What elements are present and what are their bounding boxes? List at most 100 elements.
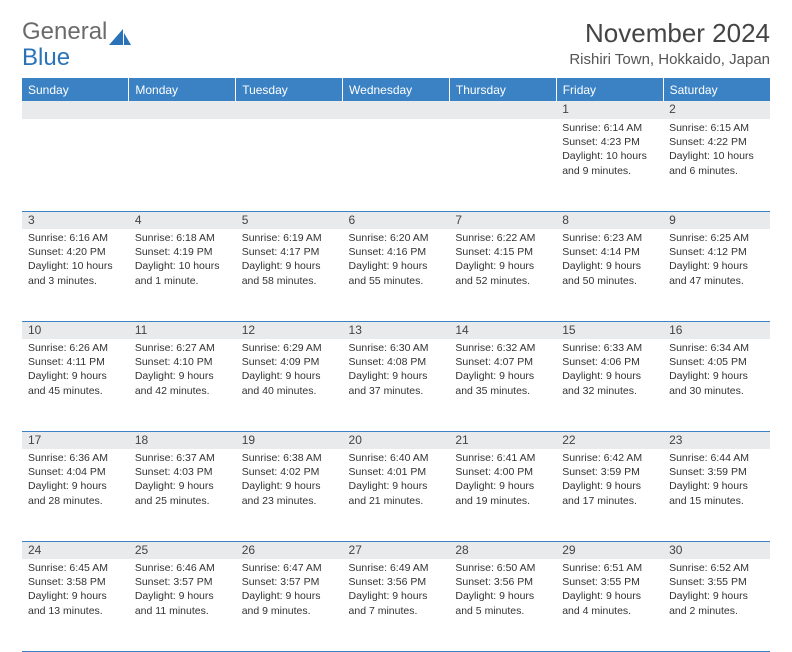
brand-line2: Blue [22, 44, 70, 72]
day-number-cell: 3 [22, 211, 129, 229]
daylight-text: Daylight: 9 hours and 17 minutes. [562, 479, 657, 507]
sunset-text: Sunset: 4:19 PM [135, 245, 230, 259]
day-cell: Sunrise: 6:50 AMSunset: 3:56 PMDaylight:… [449, 559, 556, 651]
day-number-cell: 10 [22, 321, 129, 339]
location-label: Rishiri Town, Hokkaido, Japan [569, 51, 770, 68]
day-number-cell: 7 [449, 211, 556, 229]
day-content: Sunrise: 6:41 AMSunset: 4:00 PMDaylight:… [449, 449, 556, 512]
week-row: Sunrise: 6:16 AMSunset: 4:20 PM Daylight:… [22, 229, 770, 321]
day-number-cell: 24 [22, 541, 129, 559]
col-sunday: Sunday [22, 79, 129, 102]
daylight-text: Daylight: 9 hours and 5 minutes. [455, 589, 550, 617]
daylight-text: Daylight: 10 hours and 9 minutes. [562, 149, 657, 177]
day-number-cell: 16 [663, 321, 770, 339]
day-number-cell: 27 [343, 541, 450, 559]
day-number-cell: 22 [556, 431, 663, 449]
day-number-cell [129, 101, 236, 119]
daylight-text: Daylight: 9 hours and 42 minutes. [135, 369, 230, 397]
sunrise-text: Sunrise: 6:16 AM [28, 231, 123, 245]
day-number-cell: 18 [129, 431, 236, 449]
day-content: Sunrise: 6:36 AMSunset: 4:04 PMDaylight:… [22, 449, 129, 512]
sunrise-text: Sunrise: 6:41 AM [455, 451, 550, 465]
daylight-text: Daylight: 9 hours and 50 minutes. [562, 259, 657, 287]
day-content: Sunrise: 6:45 AMSunset: 3:58 PMDaylight:… [22, 559, 129, 622]
sunset-text: Sunset: 3:55 PM [669, 575, 764, 589]
daylight-text: Daylight: 9 hours and 2 minutes. [669, 589, 764, 617]
sunset-text: Sunset: 4:06 PM [562, 355, 657, 369]
day-number-cell [236, 101, 343, 119]
sunset-text: Sunset: 4:17 PM [242, 245, 337, 259]
daylight-text: Daylight: 9 hours and 19 minutes. [455, 479, 550, 507]
day-cell: Sunrise: 6:26 AMSunset: 4:11 PMDaylight:… [22, 339, 129, 431]
daylight-text: Daylight: 9 hours and 30 minutes. [669, 369, 764, 397]
col-monday: Monday [129, 79, 236, 102]
day-number-cell: 2 [663, 101, 770, 119]
daynum-row: 24252627282930 [22, 541, 770, 559]
sunrise-text: Sunrise: 6:38 AM [242, 451, 337, 465]
day-cell: Sunrise: 6:34 AMSunset: 4:05 PMDaylight:… [663, 339, 770, 431]
daylight-text: Daylight: 9 hours and 52 minutes. [455, 259, 550, 287]
day-number-cell: 9 [663, 211, 770, 229]
day-cell [22, 119, 129, 211]
sunset-text: Sunset: 3:59 PM [562, 465, 657, 479]
day-cell: Sunrise: 6:44 AMSunset: 3:59 PMDaylight:… [663, 449, 770, 541]
day-content: Sunrise: 6:46 AMSunset: 3:57 PMDaylight:… [129, 559, 236, 622]
daynum-row: 3456789 [22, 211, 770, 229]
sunrise-text: Sunrise: 6:29 AM [242, 341, 337, 355]
day-cell: Sunrise: 6:46 AMSunset: 3:57 PMDaylight:… [129, 559, 236, 651]
day-content: Sunrise: 6:44 AMSunset: 3:59 PMDaylight:… [663, 449, 770, 512]
daylight-text: Daylight: 9 hours and 23 minutes. [242, 479, 337, 507]
daynum-row: 12 [22, 101, 770, 119]
sunset-text: Sunset: 4:07 PM [455, 355, 550, 369]
week-row: Sunrise: 6:26 AMSunset: 4:11 PMDaylight:… [22, 339, 770, 431]
day-cell: Sunrise: 6:23 AMSunset: 4:14 PMDaylight:… [556, 229, 663, 321]
sunrise-text: Sunrise: 6:26 AM [28, 341, 123, 355]
day-cell [236, 119, 343, 211]
sunset-text: Sunset: 3:56 PM [455, 575, 550, 589]
sunrise-text: Sunrise: 6:32 AM [455, 341, 550, 355]
sunrise-text: Sunrise: 6:19 AM [242, 231, 337, 245]
day-number-cell: 14 [449, 321, 556, 339]
day-content: Sunrise: 6:42 AMSunset: 3:59 PMDaylight:… [556, 449, 663, 512]
day-content: Sunrise: 6:29 AMSunset: 4:09 PMDaylight:… [236, 339, 343, 402]
day-header-row: Sunday Monday Tuesday Wednesday Thursday… [22, 79, 770, 102]
day-number-cell [343, 101, 450, 119]
sunset-text: Sunset: 4:14 PM [562, 245, 657, 259]
day-number-cell: 25 [129, 541, 236, 559]
day-cell: Sunrise: 6:33 AMSunset: 4:06 PMDaylight:… [556, 339, 663, 431]
day-content: Sunrise: 6:18 AMSunset: 4:19 PMDaylight:… [129, 229, 236, 292]
day-content: Sunrise: 6:37 AMSunset: 4:03 PMDaylight:… [129, 449, 236, 512]
daylight-text: Daylight: 9 hours and 15 minutes. [669, 479, 764, 507]
sunset-text: Sunset: 4:10 PM [135, 355, 230, 369]
day-number-cell: 21 [449, 431, 556, 449]
day-cell: Sunrise: 6:47 AMSunset: 3:57 PMDaylight:… [236, 559, 343, 651]
day-content: Sunrise: 6:30 AMSunset: 4:08 PMDaylight:… [343, 339, 450, 402]
daylight-text: Daylight: 9 hours and 4 minutes. [562, 589, 657, 617]
day-number-cell: 19 [236, 431, 343, 449]
sunrise-text: Sunrise: 6:50 AM [455, 561, 550, 575]
sunrise-text: Sunrise: 6:14 AM [562, 121, 657, 135]
day-cell: Sunrise: 6:20 AMSunset: 4:16 PMDaylight:… [343, 229, 450, 321]
week-row: Sunrise: 6:14 AMSunset: 4:23 PMDaylight:… [22, 119, 770, 211]
day-number-cell [449, 101, 556, 119]
sunset-text: Sunset: 4:15 PM [455, 245, 550, 259]
sunrise-text: Sunrise: 6:34 AM [669, 341, 764, 355]
day-number-cell: 12 [236, 321, 343, 339]
day-cell: Sunrise: 6:14 AMSunset: 4:23 PMDaylight:… [556, 119, 663, 211]
page-header: General November 2024 Rishiri Town, Hokk… [22, 18, 770, 68]
sunset-text: Sunset: 4:04 PM [28, 465, 123, 479]
calendar-table: Sunday Monday Tuesday Wednesday Thursday… [22, 78, 770, 652]
day-content: Sunrise: 6:23 AMSunset: 4:14 PMDaylight:… [556, 229, 663, 292]
day-content: Sunrise: 6:50 AMSunset: 3:56 PMDaylight:… [449, 559, 556, 622]
day-cell: Sunrise: 6:15 AMSunset: 4:22 PMDaylight:… [663, 119, 770, 211]
sunset-text: Sunset: 3:57 PM [135, 575, 230, 589]
sunset-text: Sunset: 4:20 PM [28, 245, 123, 259]
day-cell: Sunrise: 6:37 AMSunset: 4:03 PMDaylight:… [129, 449, 236, 541]
day-content: Sunrise: 6:52 AMSunset: 3:55 PMDaylight:… [663, 559, 770, 622]
sail-icon [109, 24, 131, 40]
sunrise-text: Sunrise: 6:27 AM [135, 341, 230, 355]
day-number-cell: 29 [556, 541, 663, 559]
col-saturday: Saturday [663, 79, 770, 102]
sunrise-text: Sunrise: 6:42 AM [562, 451, 657, 465]
daynum-row: 17181920212223 [22, 431, 770, 449]
